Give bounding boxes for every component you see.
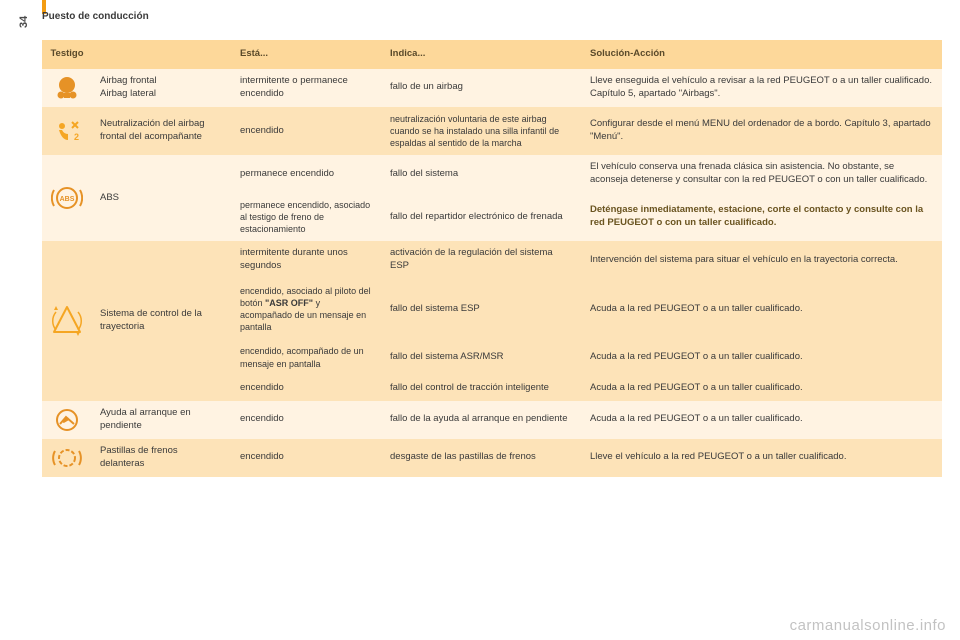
row-state: encendido, asociado al piloto del botón …: [232, 279, 382, 340]
row-name: Pastillas de frenos delanteras: [92, 439, 232, 477]
row-indica: activación de la regulación del sistema …: [382, 241, 582, 279]
row-solucion: Acuda a la red PEUGEOT o a un taller cua…: [582, 339, 942, 375]
row-name: Neutralización del airbag frontal del ac…: [92, 107, 232, 155]
svg-text:2: 2: [74, 132, 79, 142]
table-row: Sistema de control de la trayectoria int…: [42, 241, 942, 279]
table-row: Pastillas de frenos delanteras encendido…: [42, 439, 942, 477]
row-state: encendido: [232, 107, 382, 155]
row-indica: fallo del sistema ASR/MSR: [382, 339, 582, 375]
row-solucion: Intervención del sistema para situar el …: [582, 241, 942, 279]
th-esta: Está...: [232, 40, 382, 69]
row-solucion: Acuda a la red PEUGEOT o a un taller cua…: [582, 376, 942, 401]
th-solucion: Solución-Acción: [582, 40, 942, 69]
row-solucion: Lleve el vehículo a la red PEUGEOT o a u…: [582, 439, 942, 477]
th-testigo: Testigo: [42, 40, 92, 69]
cell-text: Airbag frontalAirbag lateral: [100, 75, 157, 99]
table-row: Airbag frontalAirbag lateral intermitent…: [42, 69, 942, 107]
row-state: encendido: [232, 401, 382, 439]
row-solucion: Acuda a la red PEUGEOT o a un taller cua…: [582, 279, 942, 340]
table-row: ABS ABS permanece encendido fallo del si…: [42, 155, 942, 193]
esp-icon: [42, 241, 92, 400]
table-row: Ayuda al arranque en pendiente encendido…: [42, 401, 942, 439]
row-state: encendido: [232, 439, 382, 477]
row-solucion-bold: Deténgase inmediatamente, estacione, cor…: [582, 193, 942, 241]
row-indica: fallo del sistema ESP: [382, 279, 582, 340]
svg-text:ABS: ABS: [60, 196, 75, 203]
row-indica: fallo del repartidor electrónico de fren…: [382, 193, 582, 241]
airbag-off-icon: 2: [42, 107, 92, 155]
table-row: 2 Neutralización del airbag frontal del …: [42, 107, 942, 155]
table-header-row: Testigo Está... Indica... Solución-Acció…: [42, 40, 942, 69]
row-indica: fallo de la ayuda al arranque en pendien…: [382, 401, 582, 439]
row-solucion: El vehículo conserva una frenada clásica…: [582, 155, 942, 193]
airbag-icon: [42, 69, 92, 107]
section-title: Puesto de conducción: [42, 11, 149, 22]
warning-lights-table: Testigo Está... Indica... Solución-Acció…: [42, 40, 942, 477]
row-state: permanece encendido, asociado al testigo…: [232, 193, 382, 241]
row-state: permanece encendido: [232, 155, 382, 193]
row-name: Airbag frontalAirbag lateral: [92, 69, 232, 107]
watermark: carmanualsonline.info: [790, 617, 946, 634]
row-indica: neutralización voluntaria de este airbag…: [382, 107, 582, 155]
page-number: 34: [18, 16, 30, 28]
row-solucion: Configurar desde el menú MENU del ordena…: [582, 107, 942, 155]
brakepad-icon: [42, 439, 92, 477]
row-indica: fallo de un airbag: [382, 69, 582, 107]
row-name: ABS: [92, 155, 232, 241]
th-indica: Indica...: [382, 40, 582, 69]
row-solucion: Lleve enseguida el vehículo a revisar a …: [582, 69, 942, 107]
row-name: Sistema de control de la trayectoria: [92, 241, 232, 400]
row-name: Ayuda al arranque en pendiente: [92, 401, 232, 439]
row-solucion: Acuda a la red PEUGEOT o a un taller cua…: [582, 401, 942, 439]
row-state: intermitente o permanece encendido: [232, 69, 382, 107]
row-state: intermitente durante unos segundos: [232, 241, 382, 279]
row-indica: fallo del sistema: [382, 155, 582, 193]
row-indica: desgaste de las pastillas de frenos: [382, 439, 582, 477]
abs-icon: ABS: [42, 155, 92, 241]
row-state: encendido: [232, 376, 382, 401]
row-state: encendido, acompañado de un mensaje en p…: [232, 339, 382, 375]
th-blank: [92, 40, 232, 69]
row-indica: fallo del control de tracción inteligent…: [382, 376, 582, 401]
hill-assist-icon: [42, 401, 92, 439]
